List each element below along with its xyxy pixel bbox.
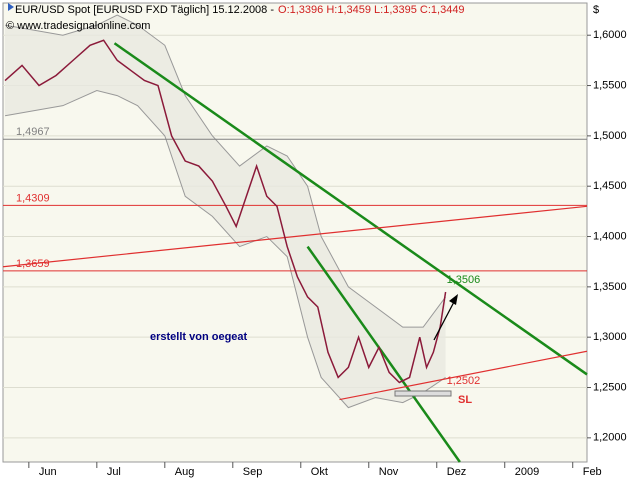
x-tick-label: Nov	[379, 466, 399, 478]
level-label: 1,3659	[16, 258, 50, 270]
x-tick-label: Sep	[243, 466, 263, 478]
quote: O:1,3396 H:1,3459 L:1,3395 C:1,3449	[278, 4, 465, 16]
x-tick-label: Aug	[175, 466, 195, 478]
y-tick-label: 1,6000	[593, 29, 627, 41]
y-tick-label: 1,5500	[593, 79, 627, 91]
x-tick-label: 2009	[515, 466, 539, 478]
y-tick-label: 1,2000	[593, 432, 627, 444]
bollinger-lower	[4, 90, 446, 409]
y-tick-label: 1,5000	[593, 130, 627, 142]
trendline	[339, 350, 588, 401]
y-tick-label: 1,2500	[593, 381, 627, 393]
trendline	[306, 245, 461, 463]
y-tick-label: 1,3500	[593, 281, 627, 293]
x-tick-label: Jun	[39, 466, 57, 478]
y-tick-label: 1,3000	[593, 331, 627, 343]
x-tick-label: Feb	[583, 466, 602, 478]
y-tick-label: 1,4000	[593, 230, 627, 242]
subtitle: © www.tradesignalonline.com	[6, 20, 150, 32]
bollinger-area	[5, 15, 446, 408]
title-icon	[8, 3, 14, 11]
y-tick-label: 1,4500	[593, 180, 627, 192]
level-label: 1,4967	[16, 126, 50, 138]
arrow-head	[449, 294, 458, 305]
marked-level-label: 1,3506	[447, 274, 481, 286]
stop-label: SL	[458, 394, 472, 406]
plot-layer	[2, 14, 588, 463]
y-axis-label: $	[593, 4, 599, 16]
bollinger-upper	[4, 14, 446, 328]
annotation: erstellt von oegeat	[150, 331, 248, 343]
arrow	[433, 299, 456, 341]
trendline	[113, 42, 588, 376]
stop-box	[394, 390, 452, 397]
level-label: 1,4309	[16, 192, 50, 204]
chart-title: EUR/USD Spot [EURUSD FXD Täglich] 15.12.…	[15, 4, 274, 16]
trendline	[2, 205, 588, 268]
marked-level-label: 1,2502	[447, 375, 481, 387]
x-tick-label: Dez	[447, 466, 467, 478]
x-tick-label: Jul	[107, 466, 121, 478]
x-tick-label: Okt	[311, 466, 328, 478]
price-line	[4, 39, 447, 384]
